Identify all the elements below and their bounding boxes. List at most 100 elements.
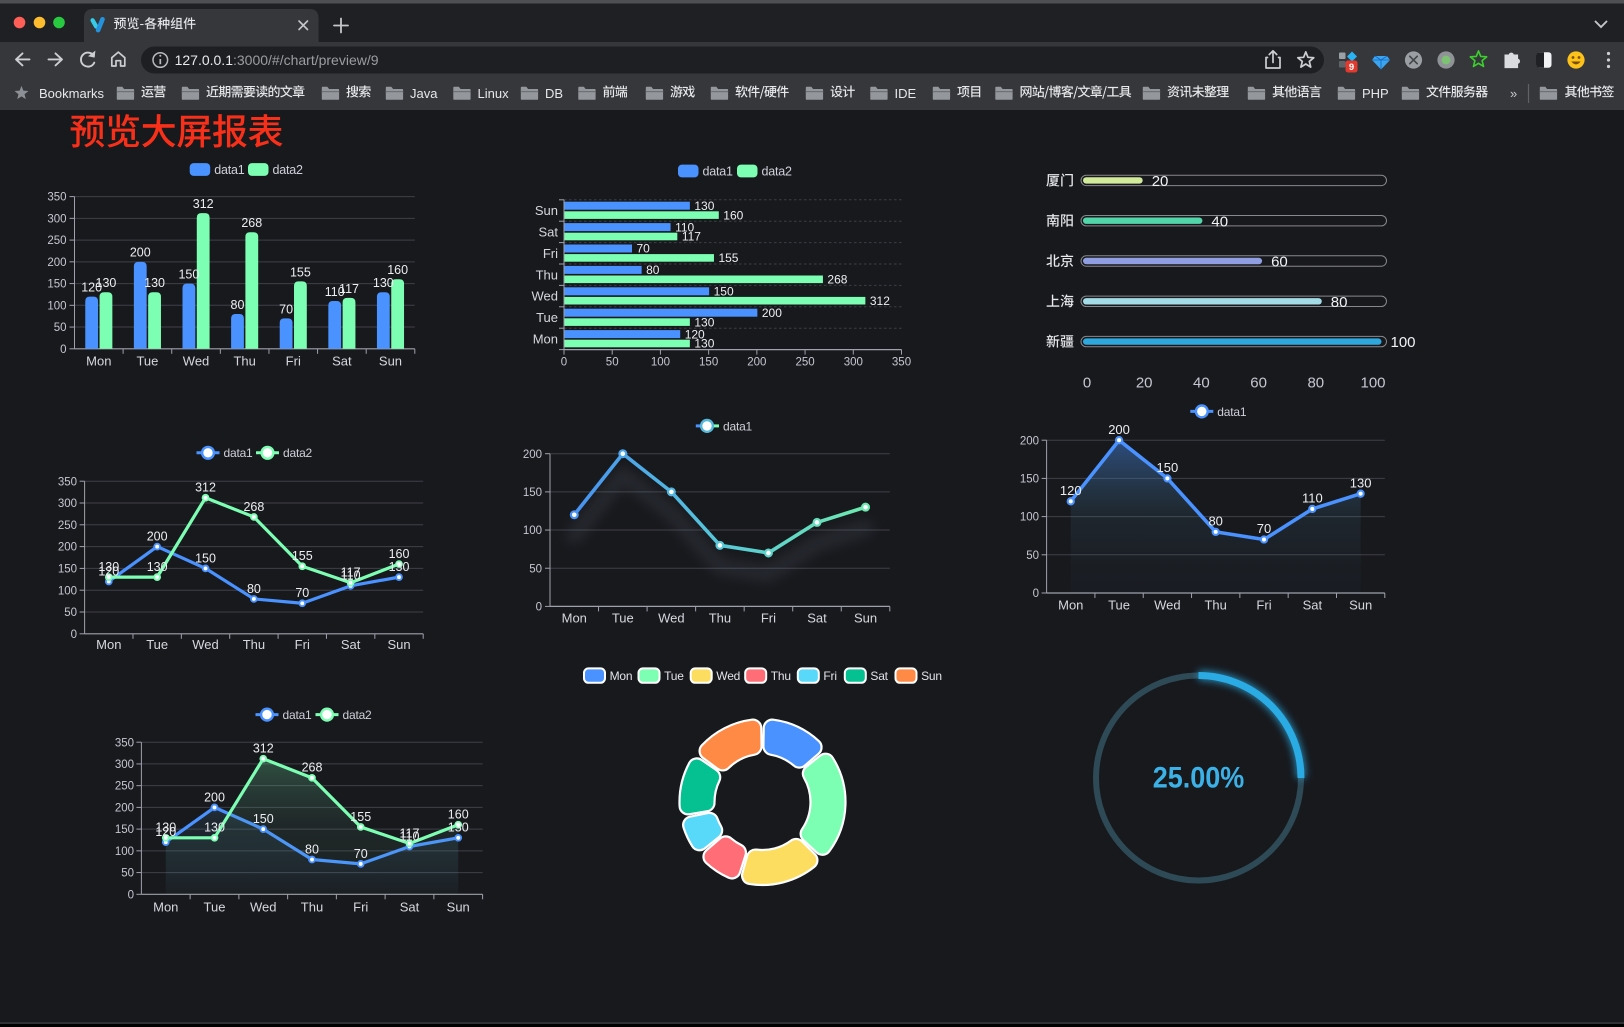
svg-text:127.0.0.1:3000/#/chart/preview: 127.0.0.1:3000/#/chart/preview/9 (175, 52, 379, 68)
svg-text:Mon: Mon (562, 611, 587, 626)
svg-text:»: » (1510, 86, 1517, 101)
svg-text:100: 100 (523, 525, 542, 537)
svg-text:Sun: Sun (921, 669, 942, 683)
svg-text:data1: data1 (703, 165, 734, 179)
svg-text:130: 130 (694, 337, 714, 351)
svg-text:70: 70 (637, 242, 651, 256)
svg-text:100: 100 (115, 846, 134, 858)
svg-text:Sun: Sun (447, 899, 470, 914)
svg-text:130: 130 (694, 315, 714, 329)
svg-text:Thu: Thu (771, 669, 791, 683)
svg-text:Tue: Tue (612, 611, 634, 626)
svg-text:0: 0 (60, 344, 66, 356)
svg-text:Fri: Fri (761, 611, 776, 626)
svg-text:Fri: Fri (353, 899, 368, 914)
svg-text:40: 40 (1193, 374, 1210, 391)
svg-text:268: 268 (243, 500, 264, 514)
svg-text:300: 300 (115, 759, 134, 771)
svg-text:312: 312 (870, 294, 890, 308)
svg-text:20: 20 (1152, 173, 1169, 190)
svg-text:Fri: Fri (295, 637, 310, 652)
svg-text:Wed: Wed (183, 354, 210, 369)
svg-text:200: 200 (762, 306, 782, 320)
svg-text:100: 100 (1360, 374, 1385, 391)
svg-text:130: 130 (389, 560, 410, 574)
svg-text:155: 155 (350, 810, 371, 824)
svg-text:PHP: PHP (1362, 86, 1389, 101)
svg-text:50: 50 (64, 607, 77, 619)
svg-text:Mon: Mon (610, 669, 633, 683)
svg-text:150: 150 (115, 824, 134, 836)
svg-text:data2: data2 (283, 446, 313, 460)
svg-text:70: 70 (354, 847, 368, 861)
svg-text:268: 268 (827, 273, 847, 287)
svg-text:350: 350 (58, 476, 77, 488)
svg-text:0: 0 (71, 629, 77, 641)
svg-text:Sat: Sat (538, 224, 558, 239)
svg-text:50: 50 (1026, 550, 1039, 562)
svg-text:DB: DB (545, 86, 563, 101)
svg-text:Tue: Tue (1108, 598, 1130, 613)
svg-text:200: 200 (115, 802, 134, 814)
svg-text:250: 250 (58, 520, 77, 532)
svg-text:312: 312 (195, 481, 216, 495)
svg-text:0: 0 (536, 601, 542, 613)
svg-text:160: 160 (448, 808, 469, 822)
svg-text:Mon: Mon (96, 637, 121, 652)
svg-text:Tue: Tue (536, 310, 558, 325)
svg-text:50: 50 (606, 357, 619, 369)
svg-text:Mon: Mon (1058, 598, 1083, 613)
svg-text:Wed: Wed (532, 289, 559, 304)
svg-text:Sat: Sat (807, 611, 827, 626)
svg-text:155: 155 (292, 549, 313, 563)
svg-text:117: 117 (400, 826, 420, 840)
svg-text:160: 160 (389, 547, 410, 561)
svg-text:250: 250 (47, 235, 66, 247)
svg-text:200: 200 (58, 542, 77, 554)
svg-text:100: 100 (47, 300, 66, 312)
svg-text:50: 50 (121, 868, 134, 880)
svg-text:300: 300 (47, 213, 66, 225)
svg-text:160: 160 (723, 208, 743, 222)
svg-text:Thu: Thu (536, 267, 558, 282)
svg-text:0: 0 (1033, 588, 1039, 600)
svg-text:250: 250 (115, 781, 134, 793)
svg-text:Tue: Tue (664, 669, 684, 683)
svg-text:130: 130 (1350, 475, 1372, 490)
svg-text:40: 40 (1211, 213, 1228, 230)
svg-text:Sat: Sat (341, 637, 361, 652)
svg-text:Tue: Tue (146, 637, 168, 652)
svg-text:80: 80 (231, 298, 245, 312)
svg-text:Sat: Sat (400, 899, 420, 914)
svg-text:80: 80 (305, 842, 319, 856)
svg-text:117: 117 (682, 230, 701, 244)
svg-text:Sun: Sun (535, 203, 558, 218)
svg-text:Mon: Mon (153, 899, 178, 914)
svg-text:130: 130 (448, 821, 469, 835)
svg-text:120: 120 (1060, 483, 1082, 498)
svg-text:Wed: Wed (250, 899, 277, 914)
svg-text:110: 110 (1302, 491, 1323, 506)
svg-text:350: 350 (47, 192, 66, 204)
svg-text:130: 130 (373, 276, 394, 290)
svg-text:80: 80 (1307, 374, 1324, 391)
svg-text:80: 80 (646, 263, 660, 277)
svg-text:data1: data1 (1217, 405, 1247, 419)
svg-text:Thu: Thu (1204, 598, 1226, 613)
svg-text:200: 200 (523, 449, 542, 461)
svg-text:155: 155 (290, 265, 311, 279)
svg-text:150: 150 (523, 487, 542, 499)
svg-text:312: 312 (193, 197, 214, 211)
svg-text:Linux: Linux (478, 86, 510, 101)
svg-text:80: 80 (1331, 294, 1348, 311)
svg-text:110: 110 (675, 220, 694, 234)
svg-text:data2: data2 (343, 708, 373, 722)
svg-text:Wed: Wed (192, 637, 219, 652)
svg-text:Fri: Fri (543, 246, 558, 261)
svg-text:120: 120 (81, 281, 102, 295)
svg-text:Tue: Tue (136, 354, 158, 369)
svg-text:data1: data1 (214, 163, 245, 177)
svg-text:200: 200 (130, 246, 151, 260)
svg-text:70: 70 (1257, 521, 1271, 536)
svg-text:117: 117 (341, 566, 361, 580)
